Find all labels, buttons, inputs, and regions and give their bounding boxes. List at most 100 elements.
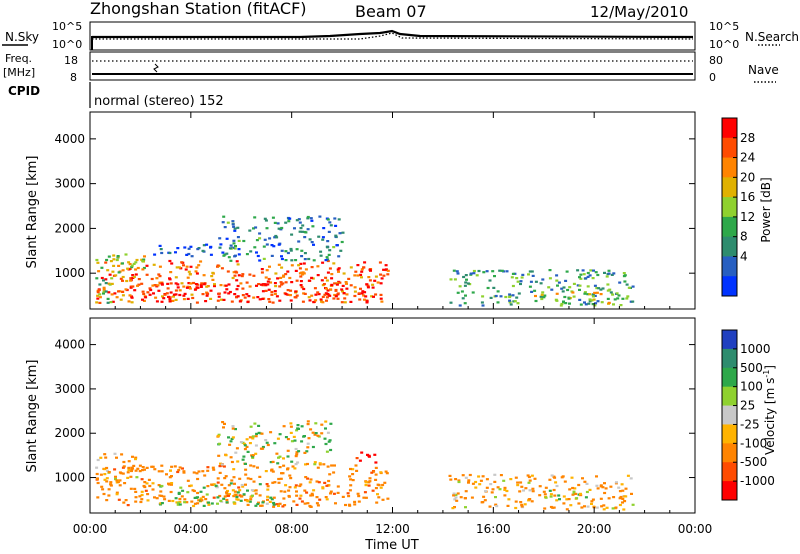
data-cell — [118, 484, 122, 487]
data-cell — [152, 292, 155, 295]
data-cell — [177, 266, 181, 269]
data-cell — [102, 288, 106, 291]
data-cell — [562, 300, 565, 303]
data-cell — [618, 281, 622, 284]
data-cell — [140, 478, 144, 481]
data-cell — [176, 503, 180, 506]
data-cell — [330, 283, 334, 286]
data-cell — [531, 490, 535, 493]
data-cell — [196, 491, 200, 495]
data-cell — [591, 295, 595, 298]
data-cell — [321, 486, 325, 489]
data-cell — [209, 297, 213, 300]
data-cell — [486, 286, 490, 290]
data-cell — [353, 274, 357, 277]
data-cell — [332, 492, 336, 495]
data-cell — [379, 486, 383, 489]
data-cell — [266, 495, 270, 498]
data-cell — [308, 481, 312, 484]
data-cell — [288, 276, 292, 280]
data-cell — [213, 285, 216, 288]
data-cell — [301, 300, 305, 303]
data-cell — [286, 438, 290, 441]
data-cell — [576, 269, 580, 272]
data-cell — [265, 441, 269, 444]
data-cell — [232, 242, 236, 245]
data-cell — [189, 265, 193, 268]
data-cell — [220, 267, 224, 270]
x-tick-label: 04:00 — [174, 522, 209, 536]
data-cell — [578, 288, 581, 291]
data-cell — [308, 299, 312, 302]
data-cell — [453, 498, 457, 501]
data-cell — [324, 259, 328, 262]
data-cell — [211, 278, 215, 281]
data-cell — [253, 422, 257, 425]
data-cell — [210, 502, 214, 505]
data-cell — [300, 255, 304, 258]
data-cell — [310, 241, 314, 244]
data-cell — [471, 291, 475, 294]
data-cell — [583, 505, 586, 508]
data-cell — [306, 502, 310, 505]
data-cell — [494, 294, 498, 298]
data-cell — [99, 456, 103, 459]
data-cell — [491, 488, 495, 491]
data-cell — [232, 271, 236, 274]
data-cell — [306, 462, 309, 466]
data-cell — [327, 484, 330, 487]
data-cell — [496, 290, 500, 293]
data-cell — [300, 500, 304, 503]
data-cell — [210, 275, 214, 278]
nave-tick-top: 80 — [709, 54, 723, 67]
data-cell — [571, 291, 575, 294]
data-cell — [374, 461, 378, 464]
data-cell — [588, 274, 592, 277]
data-cell — [326, 258, 330, 261]
station-title: Zhongshan Station (fitACF) — [90, 0, 307, 18]
data-cell — [201, 495, 205, 498]
data-cell — [362, 496, 366, 499]
data-cell — [109, 484, 113, 487]
data-cell — [303, 252, 307, 255]
data-cell — [506, 504, 510, 507]
data-cell — [273, 236, 277, 239]
data-cell — [191, 296, 195, 300]
nsky-tick-bottom: 10^0 — [52, 38, 82, 51]
colorbar-tick-label: 20 — [740, 170, 755, 184]
data-cell — [180, 495, 184, 498]
data-cell — [121, 290, 125, 293]
data-cell — [580, 506, 584, 509]
data-cell — [325, 296, 329, 299]
data-cell — [520, 276, 524, 279]
data-cell — [110, 282, 114, 285]
data-cell — [348, 475, 352, 478]
data-cell — [269, 431, 273, 434]
data-cell — [234, 493, 238, 496]
colorbar-swatch — [722, 481, 737, 501]
data-cell — [538, 494, 542, 497]
data-cell — [223, 477, 227, 480]
data-cell — [277, 504, 280, 507]
data-cell — [196, 248, 200, 251]
data-cell — [325, 256, 329, 259]
data-cell — [105, 258, 109, 262]
data-cell — [267, 288, 271, 291]
data-cell — [336, 485, 340, 488]
data-cell — [602, 504, 606, 507]
data-cell — [328, 473, 332, 476]
data-cell — [222, 465, 226, 468]
data-cell — [169, 291, 173, 294]
data-cell — [258, 232, 262, 235]
data-cell — [464, 476, 468, 479]
data-cell — [266, 485, 270, 488]
data-cell — [242, 493, 246, 496]
data-cell — [551, 506, 555, 509]
data-cell — [289, 249, 293, 252]
data-cell — [368, 477, 372, 480]
data-cell — [527, 273, 530, 276]
data-cell — [270, 244, 274, 247]
data-cell — [366, 284, 370, 287]
data-cell — [464, 497, 467, 500]
data-cell — [329, 492, 332, 495]
